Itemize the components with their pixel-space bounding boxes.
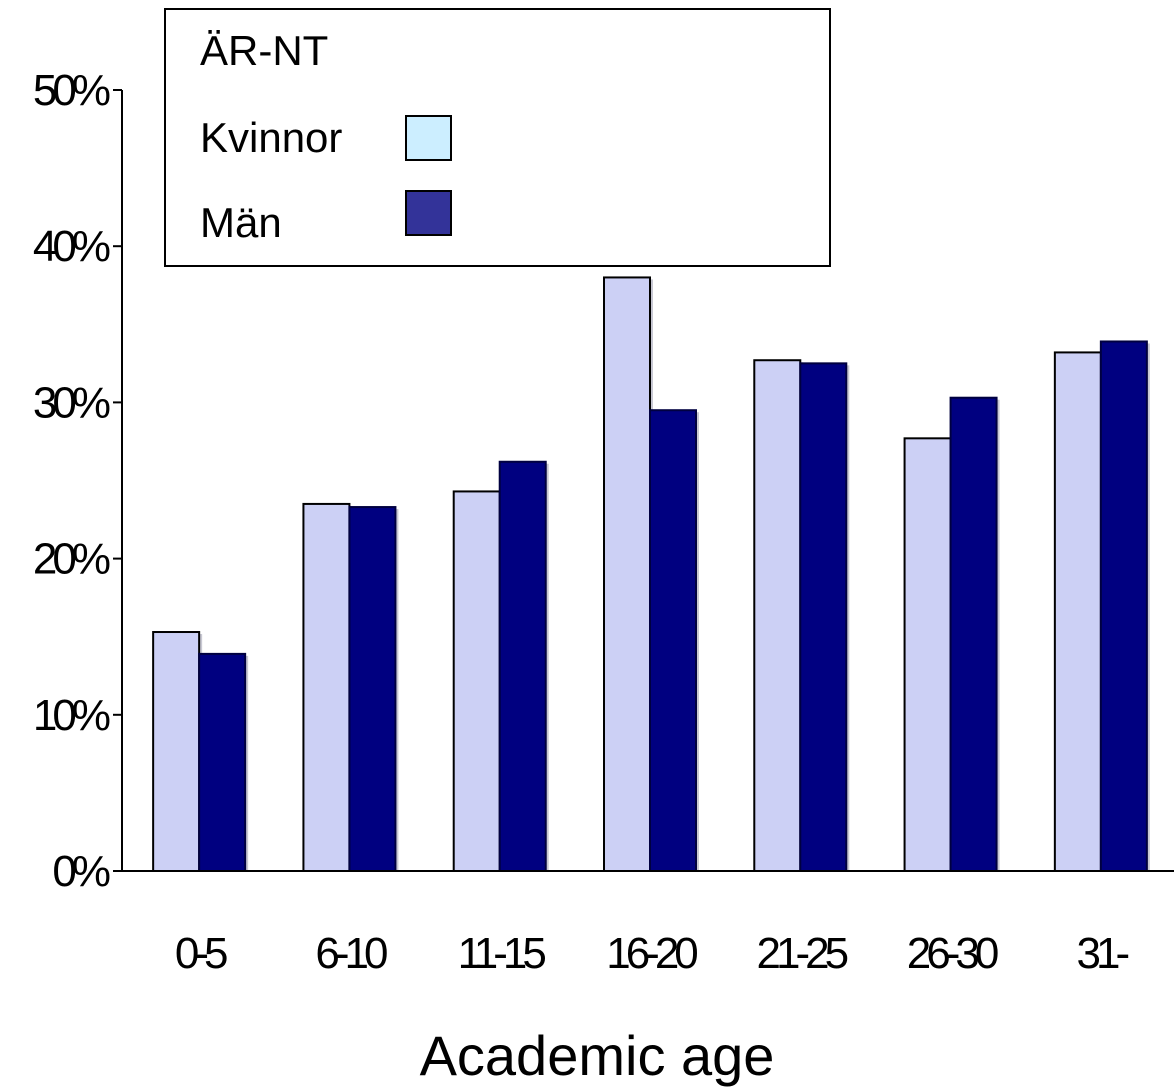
legend-label-kvinnor: Kvinnor: [200, 114, 342, 161]
x-tick-label: 26-30: [907, 929, 998, 978]
x-tick-label: 16-20: [606, 929, 697, 978]
bar-man-16-20: [649, 409, 697, 872]
bar-kvinnor-0-5: [152, 631, 201, 872]
bar-man-21-25: [799, 362, 848, 872]
legend: ÄR-NT Kvinnor Män: [164, 8, 831, 267]
x-tick-label: 21-25: [757, 929, 848, 978]
y-tick-label: 40%: [33, 222, 110, 271]
y-tick-label: 30%: [33, 378, 110, 427]
bar-man-31-: [1099, 340, 1148, 872]
y-axis: 0% 10% 20% 30% 40% 50%: [33, 66, 123, 896]
x-tick-label: 0-5: [175, 929, 227, 978]
bar-kvinnor-6-10: [302, 502, 351, 872]
y-tick-label: 0%: [52, 847, 109, 896]
legend-title: ÄR-NT: [200, 27, 328, 74]
bar-man-26-30: [949, 396, 998, 872]
legend-label-man: Män: [200, 199, 282, 246]
bar-kvinnor-16-20: [603, 276, 651, 872]
y-tick-label: 10%: [33, 691, 110, 740]
bars: [152, 276, 1150, 873]
y-tick-label: 20%: [33, 535, 110, 584]
legend-box: [164, 8, 831, 267]
x-tick-label: 6-10: [315, 929, 387, 978]
bar-kvinnor-26-30: [903, 437, 952, 872]
legend-swatch-kvinnor: [405, 115, 452, 161]
bar-man-11-15: [498, 460, 547, 872]
bar-kvinnor-11-15: [452, 490, 501, 872]
bar-man-6-10: [348, 506, 397, 872]
bar-kvinnor-21-25: [753, 359, 802, 872]
bar-kvinnor-31-: [1053, 351, 1102, 872]
legend-swatch-man: [405, 190, 452, 236]
x-axis: 0-5 6-10 11-15 16-20 21-25 26-30 31-: [122, 870, 1174, 978]
x-tick-label: 11-15: [458, 929, 546, 978]
x-axis-title: Academic age: [420, 1024, 775, 1087]
bar-man-0-5: [198, 652, 247, 873]
x-tick-label: 31-: [1077, 929, 1129, 978]
y-tick-label: 50%: [33, 66, 110, 115]
